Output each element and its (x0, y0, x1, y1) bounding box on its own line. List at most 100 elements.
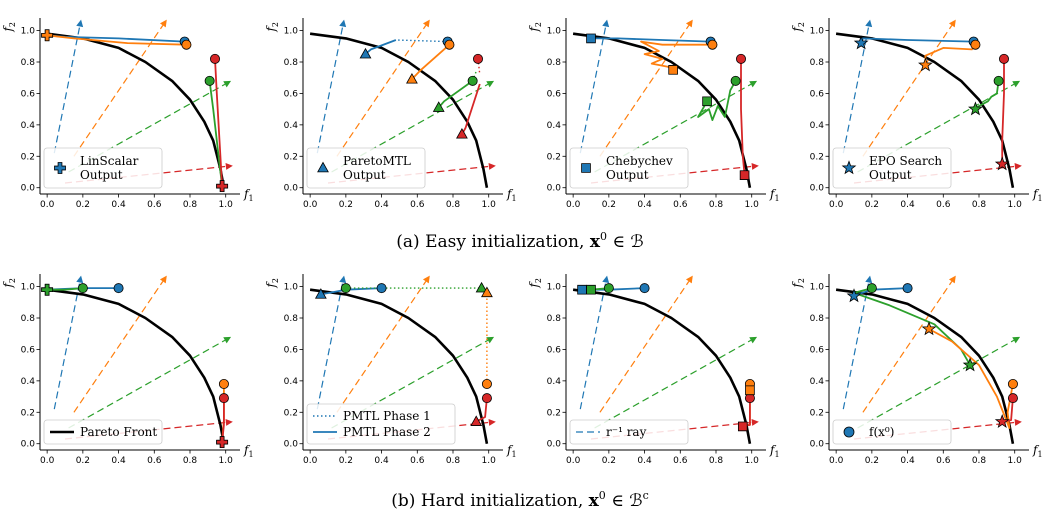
y-tick-label: 0.2 (810, 408, 824, 418)
x-tick-label: 0.4 (900, 200, 915, 210)
x-tick-label: 0.2 (76, 200, 90, 210)
caption-row-a: (a) Easy initialization, x0 ∈ ℬ (396, 230, 643, 252)
x-tick-label: 0.0 (40, 456, 55, 466)
trajectory-green (47, 287, 83, 291)
x-tick-label: 1.0 (745, 200, 760, 210)
start-point-blue (639, 283, 650, 294)
output-point-blue (846, 288, 862, 303)
output-point-red (216, 180, 229, 193)
output-point-orange (918, 57, 933, 72)
ray-blue (53, 26, 81, 154)
output-point-blue (853, 35, 869, 50)
x-tick-label: 0.0 (566, 200, 581, 210)
y-tick-label: 0.4 (21, 377, 36, 387)
ray-blue (842, 26, 870, 154)
output-point-green (586, 284, 596, 295)
y-tick-label: 1.0 (547, 27, 562, 37)
legend-entry: f(x⁰) (869, 425, 894, 439)
y-tick-label: 0.0 (21, 184, 36, 194)
y-tick-label: 0.8 (21, 314, 36, 324)
y-axis-label: f2 (790, 278, 806, 289)
trajectory-red (475, 398, 488, 423)
x-tick-label: 0.4 (111, 200, 126, 210)
y-axis-label-sub: 2 (797, 22, 806, 27)
legend-box (569, 147, 689, 189)
ray-blue (53, 282, 81, 410)
x-axis-label-sub: 1 (511, 194, 516, 203)
start-point-orange (707, 39, 718, 50)
legend-entry: r⁻¹ ray (606, 425, 647, 439)
y-tick-label: 0.8 (547, 58, 562, 68)
start-point-green (603, 283, 614, 294)
ray-red-arrowhead (1014, 162, 1022, 170)
legend-box (569, 419, 689, 445)
ray-orange (599, 281, 690, 413)
ray-orange-arrowhead (159, 19, 167, 28)
y-tick-label: 0.4 (284, 121, 299, 131)
ray-green (68, 339, 226, 429)
x-axis-label-sub: 1 (1037, 194, 1042, 203)
pareto-front-line (46, 288, 226, 444)
ray-blue-arrowhead (76, 19, 84, 28)
output-point-blue (314, 288, 327, 299)
start-point-green (866, 283, 877, 294)
pareto-front-line (835, 32, 1015, 188)
subplot-4: 0.0 0.2 0.4 0.6 0.8 1.0 0.0 0.2 0.4 0.6 0.8 1.0 f1 f2… (790, 18, 1043, 210)
y-tick-label: 0.4 (21, 121, 36, 131)
start-point-blue (376, 283, 387, 294)
legend-box (832, 147, 952, 189)
trajectory-blue (591, 37, 711, 43)
output-point-blue (577, 284, 587, 295)
x-tick-label: 0.4 (111, 456, 126, 466)
x-tick-label: 1.0 (1008, 456, 1023, 466)
y-tick-label: 0.0 (810, 184, 825, 194)
y-axis-label: f2 (1, 22, 17, 33)
legend-entry: Pareto Front (80, 425, 157, 439)
ray-red-arrowhead (225, 162, 233, 170)
legend-box (43, 147, 163, 189)
legend: PMTL Phase 1 PMTL Phase 2 (306, 403, 456, 445)
y-tick-label: 0.2 (21, 152, 35, 162)
x-axis-label-sub: 1 (1037, 450, 1042, 459)
subplot-6: 0.0 0.2 0.4 0.6 0.8 1.0 0.0 0.2 0.4 0.6 0.8 1.0 f1 f2… (264, 274, 517, 466)
x-axis-label: f1 (243, 443, 254, 459)
ray-green-arrowhead (1012, 336, 1021, 344)
trajectory-orange (928, 328, 1014, 429)
y-tick-label: 0.6 (284, 345, 299, 355)
x-tick-label: 0.6 (936, 456, 951, 466)
ray-blue (579, 282, 607, 410)
y-tick-label: 0.0 (284, 184, 299, 194)
ray-green (857, 339, 1015, 429)
y-tick-label: 0.8 (284, 314, 299, 324)
y-tick-label: 0.2 (547, 152, 561, 162)
ray-blue-arrowhead (865, 19, 873, 28)
trajectory-green (208, 80, 223, 187)
legend-entry: Output (606, 168, 649, 182)
y-tick-label: 1.0 (810, 283, 825, 293)
x-tick-label: 1.0 (219, 456, 234, 466)
legend-entry: Output (869, 168, 912, 182)
subplot-1: 0.0 0.2 0.4 0.6 0.8 1.0 0.0 0.2 0.4 0.6 0.8 1.0 f1 f2… (1, 18, 254, 210)
legend-entry: Output (343, 168, 386, 182)
start-point-blue (113, 283, 124, 294)
start-point-orange (218, 379, 229, 390)
y-tick-label: 1.0 (21, 27, 36, 37)
y-axis-label-sub: 2 (797, 278, 806, 283)
y-axis-label-sub: 2 (271, 22, 280, 27)
ray-green-arrowhead (486, 80, 495, 88)
y-axis-label: f2 (527, 278, 543, 289)
y-tick-label: 0.8 (284, 58, 299, 68)
legend-box (306, 403, 456, 445)
start-point-green (77, 283, 88, 294)
output-point-green (432, 101, 445, 112)
y-tick-label: 1.0 (547, 283, 562, 293)
x-tick-label: 0.2 (602, 200, 616, 210)
ray-orange (862, 25, 953, 157)
x-tick-label: 0.8 (709, 456, 724, 466)
trajectory-red (1001, 58, 1005, 165)
legend-entry: EPO Search (869, 154, 942, 168)
x-tick-label: 1.0 (745, 456, 760, 466)
start-point-red (735, 53, 746, 64)
start-point-red (209, 53, 220, 64)
